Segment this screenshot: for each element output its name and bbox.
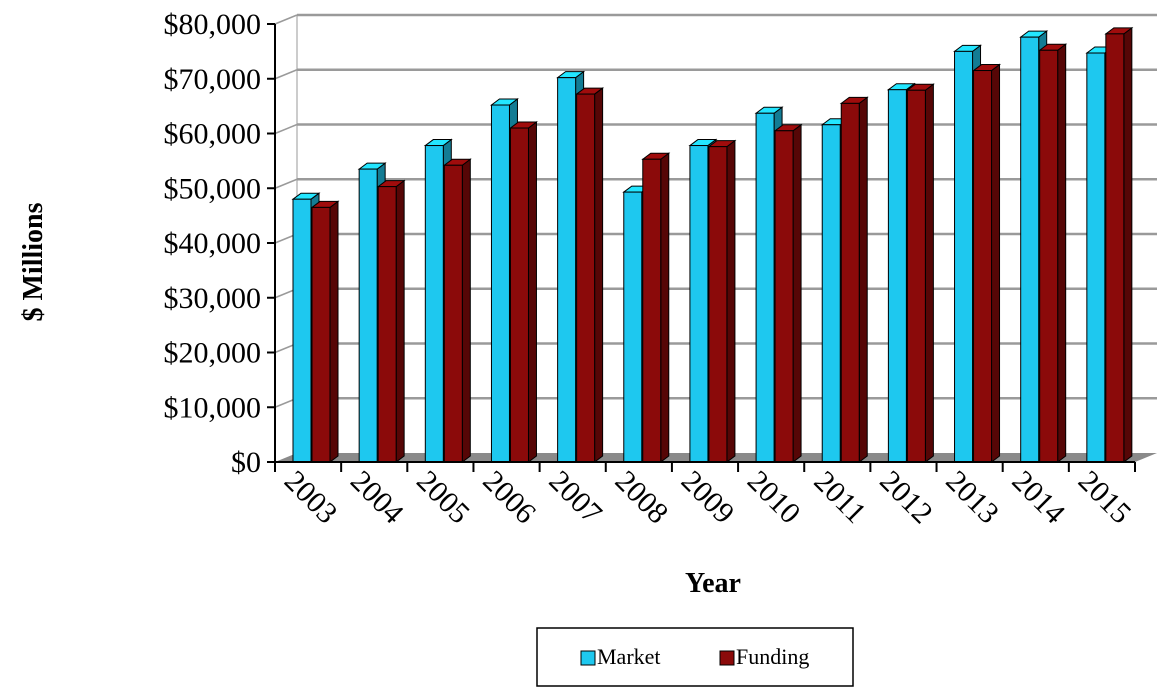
x-tick-label: 2015 [1072, 464, 1138, 530]
x-tick-label: 2006 [476, 464, 542, 530]
x-tick-label: 2013 [939, 464, 1005, 530]
legend-label-funding: Funding [736, 644, 809, 669]
x-tick-label: 2014 [1006, 464, 1072, 530]
y-axis-title: $ Millions [18, 202, 49, 321]
x-tick-label: 2005 [410, 464, 476, 530]
gridline-side [274, 123, 298, 135]
legend-swatch-market [580, 650, 596, 666]
y-tick-label: $40,000 [164, 227, 262, 260]
bar-funding-2008 [641, 152, 671, 463]
gridline-side [274, 178, 298, 189]
bar-funding-2015 [1104, 26, 1134, 463]
bar-funding-2014 [1038, 43, 1068, 463]
y-tick-label: $80,000 [164, 8, 262, 41]
y-tick-label: $60,000 [164, 118, 262, 151]
bar-funding-2006 [508, 121, 538, 463]
x-tick-label: 2003 [278, 464, 344, 530]
gridline-side [274, 14, 298, 25]
x-tick-label: 2004 [344, 464, 410, 530]
y-tick-label: $20,000 [164, 337, 262, 370]
x-axis-title: Year [685, 568, 741, 599]
bar-funding-2009 [707, 139, 737, 463]
gridline-side [274, 69, 298, 80]
bar-funding-2010 [773, 123, 803, 463]
y-tick-label: $70,000 [164, 63, 262, 96]
y-tick-label: $10,000 [164, 391, 262, 424]
y-tick-label: $50,000 [164, 172, 262, 205]
x-tick-label: 2010 [741, 464, 807, 530]
bar-funding-2011 [839, 96, 869, 463]
x-tick-label: 2008 [609, 464, 675, 530]
bars [291, 26, 1134, 463]
x-tick-label: 2011 [808, 465, 873, 530]
legend-swatch-funding [719, 650, 735, 666]
legend: Market Funding [536, 627, 854, 687]
y-tick-label: $30,000 [164, 282, 262, 315]
bar-funding-2013 [972, 63, 1002, 463]
x-tick-label: 2009 [675, 464, 741, 530]
bar-funding-2004 [376, 179, 406, 463]
y-tick-label: $0 [231, 446, 261, 479]
bar-funding-2005 [442, 158, 472, 463]
x-tick-label: 2007 [543, 464, 609, 530]
bar-funding-2003 [310, 200, 340, 463]
bar-funding-2007 [575, 87, 605, 463]
legend-label-market: Market [597, 644, 661, 669]
x-tick-label: 2012 [873, 464, 939, 530]
bar-funding-2012 [905, 83, 935, 463]
